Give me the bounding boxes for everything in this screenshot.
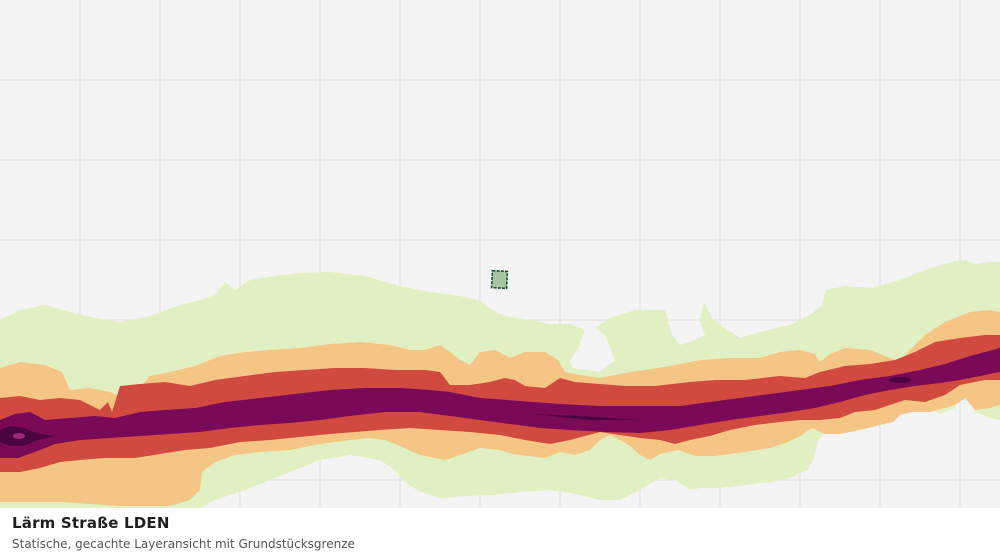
noise-band-peak-left (13, 433, 25, 439)
layer-subtitle: Statische, gecachte Layeransicht mit Gru… (12, 537, 355, 551)
parcel-boundary[interactable] (490, 269, 509, 290)
noise-band-highest-right (889, 377, 911, 383)
noise-band-highest-center (532, 414, 640, 420)
layer-title: Lärm Straße LDEN (12, 514, 170, 532)
layer-caption: Lärm Straße LDEN Statische, gecachte Lay… (0, 508, 1000, 560)
noise-band-high (0, 348, 1000, 458)
noise-band-highest (0, 426, 55, 446)
